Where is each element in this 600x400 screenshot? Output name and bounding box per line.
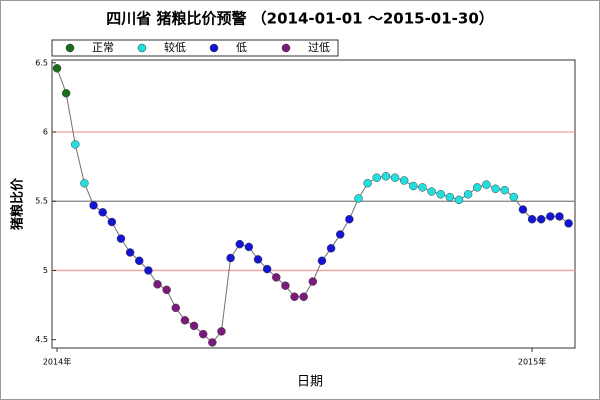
data-point <box>217 327 226 336</box>
data-point <box>345 214 354 224</box>
data-point <box>98 208 107 217</box>
data-point <box>253 255 263 264</box>
y-tick-label: 5.5 <box>35 197 48 206</box>
data-point <box>527 214 537 224</box>
legend-marker <box>137 43 147 53</box>
y-tick-label: 6 <box>43 128 48 137</box>
data-point <box>107 217 117 227</box>
legend-label: 过低 <box>308 41 330 54</box>
data-point <box>399 176 409 185</box>
data-point <box>454 195 464 205</box>
data-point <box>308 277 318 286</box>
data-point <box>473 183 482 192</box>
y-tick-label: 5 <box>43 266 48 275</box>
data-point <box>326 244 336 253</box>
data-point <box>198 329 208 339</box>
data-point <box>500 185 509 195</box>
legend-box <box>51 39 339 57</box>
data-point <box>226 253 235 263</box>
data-point <box>372 173 382 182</box>
data-point <box>555 212 564 221</box>
data-point <box>153 280 162 289</box>
data-point <box>208 338 217 347</box>
data-point <box>354 194 363 203</box>
data-point <box>89 201 98 210</box>
data-point <box>134 256 144 266</box>
y-tick-label: 6.5 <box>35 58 48 67</box>
data-point <box>281 281 290 290</box>
data-point <box>436 190 445 199</box>
data-point <box>381 172 391 181</box>
data-point <box>518 205 528 214</box>
data-point <box>52 64 62 73</box>
data-point <box>61 88 71 98</box>
data-point <box>363 178 372 188</box>
data-point <box>299 292 308 302</box>
legend-marker <box>65 43 75 53</box>
legend-label: 低 <box>236 41 247 54</box>
data-point <box>290 292 299 302</box>
data-point <box>80 178 89 188</box>
data-point <box>244 242 254 252</box>
data-point <box>564 219 573 228</box>
data-point <box>235 239 244 249</box>
data-point <box>390 173 400 182</box>
data-point <box>491 184 500 194</box>
data-point <box>546 212 555 221</box>
data-point <box>125 248 135 257</box>
data-point <box>162 285 171 295</box>
data-point <box>445 192 455 202</box>
legend-marker <box>209 43 219 53</box>
y-axis-title: 猪粮比价 <box>10 177 26 231</box>
x-tick-label: 2015年 <box>518 357 546 367</box>
data-point <box>180 316 190 325</box>
data-point <box>272 273 281 282</box>
data-point <box>189 321 199 331</box>
data-point <box>171 303 181 313</box>
data-point <box>335 230 345 239</box>
legend-marker <box>281 43 291 53</box>
x-axis-title: 日期 <box>297 375 323 390</box>
plot-area <box>51 59 576 349</box>
legend-label: 较低 <box>164 40 186 54</box>
data-point <box>409 181 418 191</box>
data-point <box>463 190 473 199</box>
data-point <box>418 183 427 192</box>
data-point <box>262 264 272 274</box>
data-point <box>509 192 519 202</box>
x-tick-label: 2014年 <box>43 357 71 367</box>
data-point <box>144 266 153 275</box>
data-point <box>317 256 327 266</box>
chart-title: 四川省 猪粮比价预警 （2014-01-01 ～2015-01-30） <box>106 10 494 28</box>
legend-label: 正常 <box>92 41 114 54</box>
data-point <box>482 180 491 189</box>
data-point <box>71 140 80 149</box>
data-point <box>116 234 126 243</box>
y-tick-label: 4.5 <box>35 335 48 344</box>
data-point <box>427 187 436 196</box>
data-point <box>536 214 546 224</box>
